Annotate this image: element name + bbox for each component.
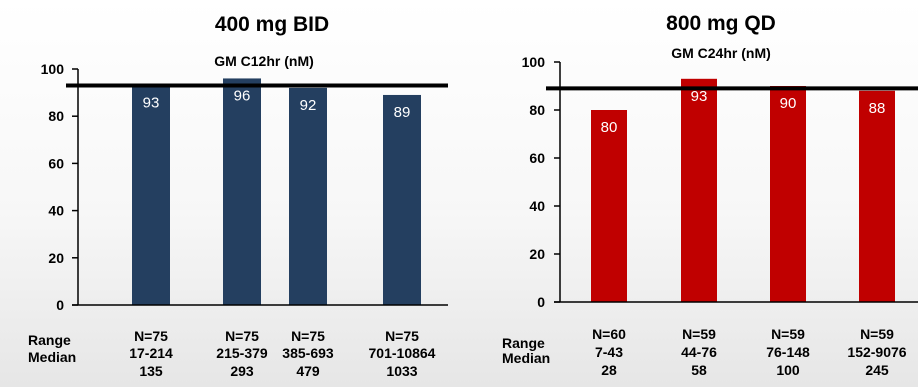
left-value-label: 96 xyxy=(234,87,251,104)
panel-left: 400 mg BID GM C12hr (nM) 0 20 40 60 80 1… xyxy=(28,13,448,379)
right-median-row-label: Median xyxy=(502,350,550,366)
right-range-label: 7-43 xyxy=(595,344,623,360)
left-n-label: N=75 xyxy=(134,328,168,344)
right-y-tick-label: 100 xyxy=(522,54,546,70)
right-y-tick-label: 80 xyxy=(529,102,545,118)
left-bar xyxy=(289,87,327,305)
left-value-label: 89 xyxy=(394,104,411,121)
left-median-row-label: Median xyxy=(28,349,76,365)
right-value-label: 93 xyxy=(691,88,708,105)
left-value-labels: 93 96 92 89 xyxy=(143,87,411,121)
left-bar xyxy=(223,78,261,305)
left-median-label: 479 xyxy=(296,363,320,379)
right-y-tick-label: 60 xyxy=(529,150,545,166)
right-range-label: 44-76 xyxy=(681,344,717,360)
right-median-label: 100 xyxy=(776,362,800,378)
right-range-label: 152-9076 xyxy=(847,344,906,360)
right-range-row-label: Range xyxy=(502,335,545,351)
left-category-labels: N=75 17-214 135 N=75 215-379 293 N=75 38… xyxy=(129,328,435,379)
left-median-label: 293 xyxy=(230,363,254,379)
left-y-tick-label: 40 xyxy=(48,203,64,219)
right-row-labels: Range Median xyxy=(502,335,550,366)
left-range-label: 385-693 xyxy=(282,345,334,361)
left-y-tick-label: 60 xyxy=(48,155,64,171)
right-category-labels: N=60 7-43 28 N=59 44-76 58 N=59 76-148 1… xyxy=(592,326,907,378)
left-y-tick-label: 20 xyxy=(48,250,64,266)
left-value-label: 92 xyxy=(300,97,317,114)
right-value-label: 88 xyxy=(869,100,886,117)
left-bar xyxy=(132,85,170,306)
right-y-tick-label: 40 xyxy=(529,198,545,214)
right-chart-title: 800 mg QD xyxy=(666,12,776,35)
right-range-label: 76-148 xyxy=(766,344,810,360)
left-row-labels: Range Median xyxy=(28,332,76,365)
right-n-label: N=59 xyxy=(682,326,716,342)
right-axes xyxy=(546,61,918,303)
left-y-tick-label: 80 xyxy=(48,108,64,124)
left-n-label: N=75 xyxy=(291,328,325,344)
right-median-label: 58 xyxy=(691,362,707,378)
left-median-label: 1033 xyxy=(386,363,417,379)
left-y-tick-labels: 0 20 40 60 80 100 xyxy=(41,61,65,313)
right-bar xyxy=(591,110,627,302)
right-value-label: 90 xyxy=(780,95,797,112)
right-bar xyxy=(859,90,895,302)
right-chart-subtitle: GM C24hr (nM) xyxy=(671,45,771,61)
left-value-label: 93 xyxy=(143,95,160,112)
left-bars xyxy=(132,78,421,306)
right-median-label: 245 xyxy=(865,362,889,378)
left-range-label: 215-379 xyxy=(216,345,268,361)
right-bar xyxy=(770,86,806,302)
left-axes xyxy=(66,68,448,306)
right-median-label: 28 xyxy=(601,362,617,378)
left-y-tick-label: 100 xyxy=(41,61,65,77)
left-bar xyxy=(383,94,421,306)
panel-right: 800 mg QD GM C24hr (nM) 0 20 40 60 80 10… xyxy=(502,12,918,378)
left-median-label: 135 xyxy=(139,363,163,379)
left-y-tick-label: 0 xyxy=(56,297,64,313)
left-chart-subtitle: GM C12hr (nM) xyxy=(214,53,314,69)
right-y-tick-label: 0 xyxy=(537,294,545,310)
right-bar xyxy=(681,78,717,302)
right-bars xyxy=(591,78,895,302)
left-range-row-label: Range xyxy=(28,332,71,348)
left-range-label: 17-214 xyxy=(129,345,173,361)
left-n-label: N=75 xyxy=(385,328,419,344)
left-range-label: 701-10864 xyxy=(369,345,436,361)
left-chart-title: 400 mg BID xyxy=(215,13,329,36)
right-n-label: N=60 xyxy=(592,326,626,342)
right-value-labels: 80 93 90 88 xyxy=(601,88,886,136)
right-y-tick-labels: 0 20 40 60 80 100 xyxy=(522,54,546,310)
right-y-tick-label: 20 xyxy=(529,246,545,262)
right-n-label: N=59 xyxy=(860,326,894,342)
right-n-label: N=59 xyxy=(771,326,805,342)
right-value-label: 80 xyxy=(601,119,618,136)
left-n-label: N=75 xyxy=(225,328,259,344)
